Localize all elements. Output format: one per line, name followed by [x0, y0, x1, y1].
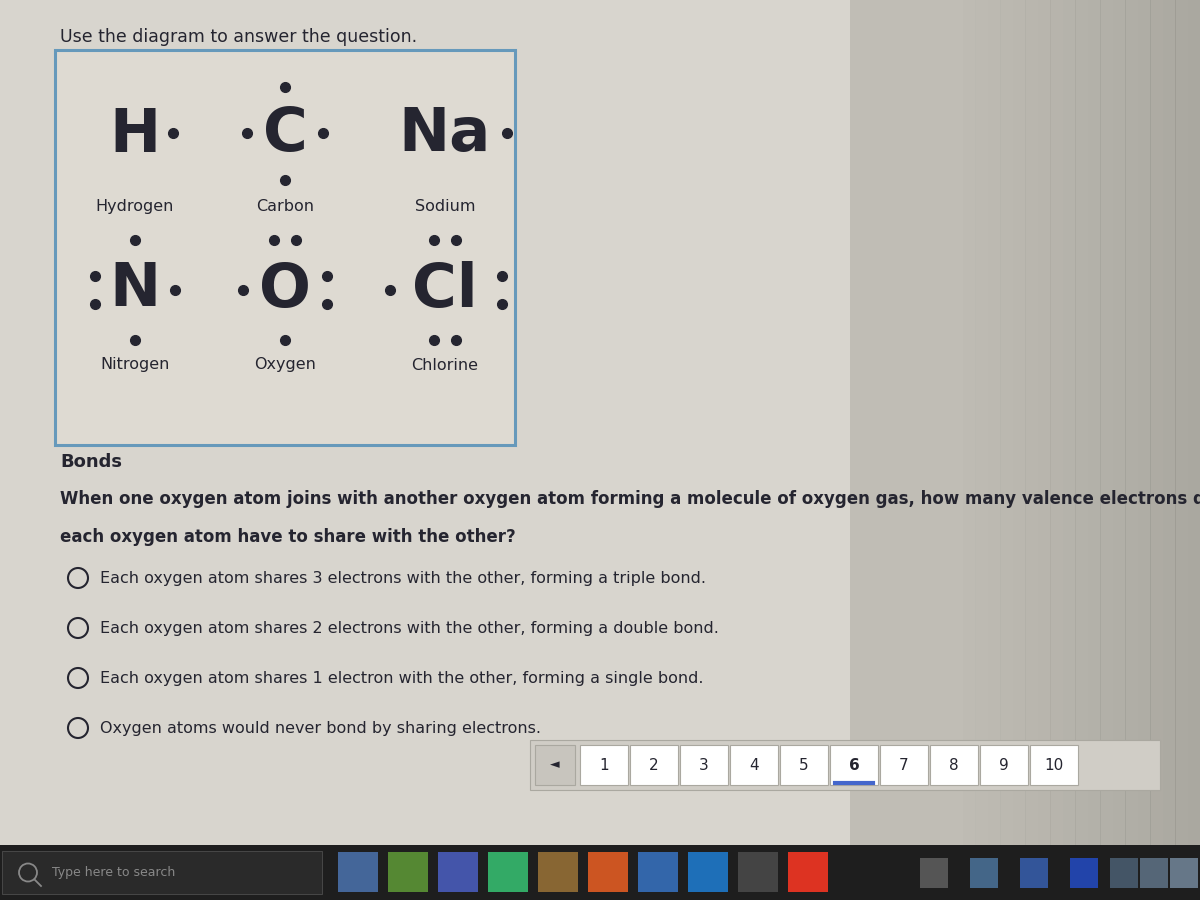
Text: Oxygen: Oxygen — [254, 357, 316, 373]
FancyBboxPatch shape — [1050, 0, 1063, 850]
FancyBboxPatch shape — [538, 852, 578, 892]
Text: Na: Na — [398, 105, 491, 165]
FancyBboxPatch shape — [638, 852, 678, 892]
FancyBboxPatch shape — [1013, 0, 1026, 850]
FancyBboxPatch shape — [788, 852, 828, 892]
FancyBboxPatch shape — [1062, 0, 1075, 850]
FancyBboxPatch shape — [730, 745, 778, 785]
FancyBboxPatch shape — [970, 858, 998, 888]
FancyBboxPatch shape — [680, 745, 728, 785]
FancyBboxPatch shape — [988, 0, 1001, 850]
FancyBboxPatch shape — [1070, 858, 1098, 888]
Text: O: O — [259, 260, 311, 320]
Text: 1: 1 — [599, 758, 608, 772]
FancyBboxPatch shape — [2, 851, 322, 894]
Text: Bonds: Bonds — [60, 453, 122, 471]
Text: 9: 9 — [1000, 758, 1009, 772]
FancyBboxPatch shape — [388, 852, 428, 892]
FancyBboxPatch shape — [1112, 0, 1126, 850]
FancyBboxPatch shape — [930, 745, 978, 785]
FancyBboxPatch shape — [738, 852, 778, 892]
FancyBboxPatch shape — [1100, 0, 1114, 850]
Text: H: H — [109, 105, 161, 165]
FancyBboxPatch shape — [630, 745, 678, 785]
FancyBboxPatch shape — [580, 745, 628, 785]
FancyBboxPatch shape — [535, 745, 575, 785]
FancyBboxPatch shape — [1175, 0, 1188, 850]
Text: ◄: ◄ — [550, 759, 560, 771]
Text: 7: 7 — [899, 758, 908, 772]
Text: Cl: Cl — [412, 260, 478, 320]
FancyBboxPatch shape — [780, 745, 828, 785]
Text: Hydrogen: Hydrogen — [96, 200, 174, 214]
FancyBboxPatch shape — [1030, 745, 1078, 785]
Text: 3: 3 — [700, 758, 709, 772]
Text: each oxygen atom have to share with the other?: each oxygen atom have to share with the … — [60, 528, 516, 546]
Text: Chlorine: Chlorine — [412, 357, 479, 373]
FancyBboxPatch shape — [1075, 0, 1088, 850]
FancyBboxPatch shape — [1110, 858, 1138, 888]
FancyBboxPatch shape — [1025, 0, 1038, 850]
FancyBboxPatch shape — [920, 858, 948, 888]
Text: Sodium: Sodium — [415, 200, 475, 214]
FancyBboxPatch shape — [0, 845, 1200, 900]
Text: 6: 6 — [848, 758, 859, 772]
FancyBboxPatch shape — [1138, 0, 1151, 850]
FancyBboxPatch shape — [688, 852, 728, 892]
FancyBboxPatch shape — [438, 852, 478, 892]
Text: Type here to search: Type here to search — [52, 866, 175, 879]
FancyBboxPatch shape — [530, 740, 1160, 790]
Text: Carbon: Carbon — [256, 200, 314, 214]
FancyBboxPatch shape — [1126, 0, 1138, 850]
FancyBboxPatch shape — [588, 852, 628, 892]
Text: When one oxygen atom joins with another oxygen atom forming a molecule of oxygen: When one oxygen atom joins with another … — [60, 490, 1200, 508]
FancyBboxPatch shape — [850, 0, 1200, 850]
FancyBboxPatch shape — [488, 852, 528, 892]
FancyBboxPatch shape — [1087, 0, 1100, 850]
Text: N: N — [109, 260, 161, 320]
Text: 5: 5 — [799, 758, 809, 772]
Text: Oxygen atoms would never bond by sharing electrons.: Oxygen atoms would never bond by sharing… — [100, 721, 541, 735]
FancyBboxPatch shape — [0, 0, 850, 850]
FancyBboxPatch shape — [55, 50, 515, 445]
Text: Each oxygen atom shares 3 electrons with the other, forming a triple bond.: Each oxygen atom shares 3 electrons with… — [100, 571, 706, 586]
Text: 4: 4 — [749, 758, 758, 772]
FancyBboxPatch shape — [1038, 0, 1050, 850]
Text: Each oxygen atom shares 1 electron with the other, forming a single bond.: Each oxygen atom shares 1 electron with … — [100, 670, 703, 686]
FancyBboxPatch shape — [1000, 0, 1013, 850]
Text: Use the diagram to answer the question.: Use the diagram to answer the question. — [60, 28, 418, 46]
Text: 2: 2 — [649, 758, 659, 772]
FancyBboxPatch shape — [1140, 858, 1168, 888]
FancyBboxPatch shape — [880, 745, 928, 785]
FancyBboxPatch shape — [1188, 0, 1200, 850]
FancyBboxPatch shape — [1163, 0, 1176, 850]
FancyBboxPatch shape — [1170, 858, 1198, 888]
FancyBboxPatch shape — [830, 745, 878, 785]
Text: 8: 8 — [949, 758, 959, 772]
Text: Nitrogen: Nitrogen — [101, 357, 169, 373]
FancyBboxPatch shape — [980, 745, 1028, 785]
FancyBboxPatch shape — [338, 852, 378, 892]
FancyBboxPatch shape — [1150, 0, 1163, 850]
Text: 10: 10 — [1044, 758, 1063, 772]
FancyBboxPatch shape — [1020, 858, 1048, 888]
Text: Each oxygen atom shares 2 electrons with the other, forming a double bond.: Each oxygen atom shares 2 electrons with… — [100, 620, 719, 635]
Text: C: C — [263, 105, 307, 165]
